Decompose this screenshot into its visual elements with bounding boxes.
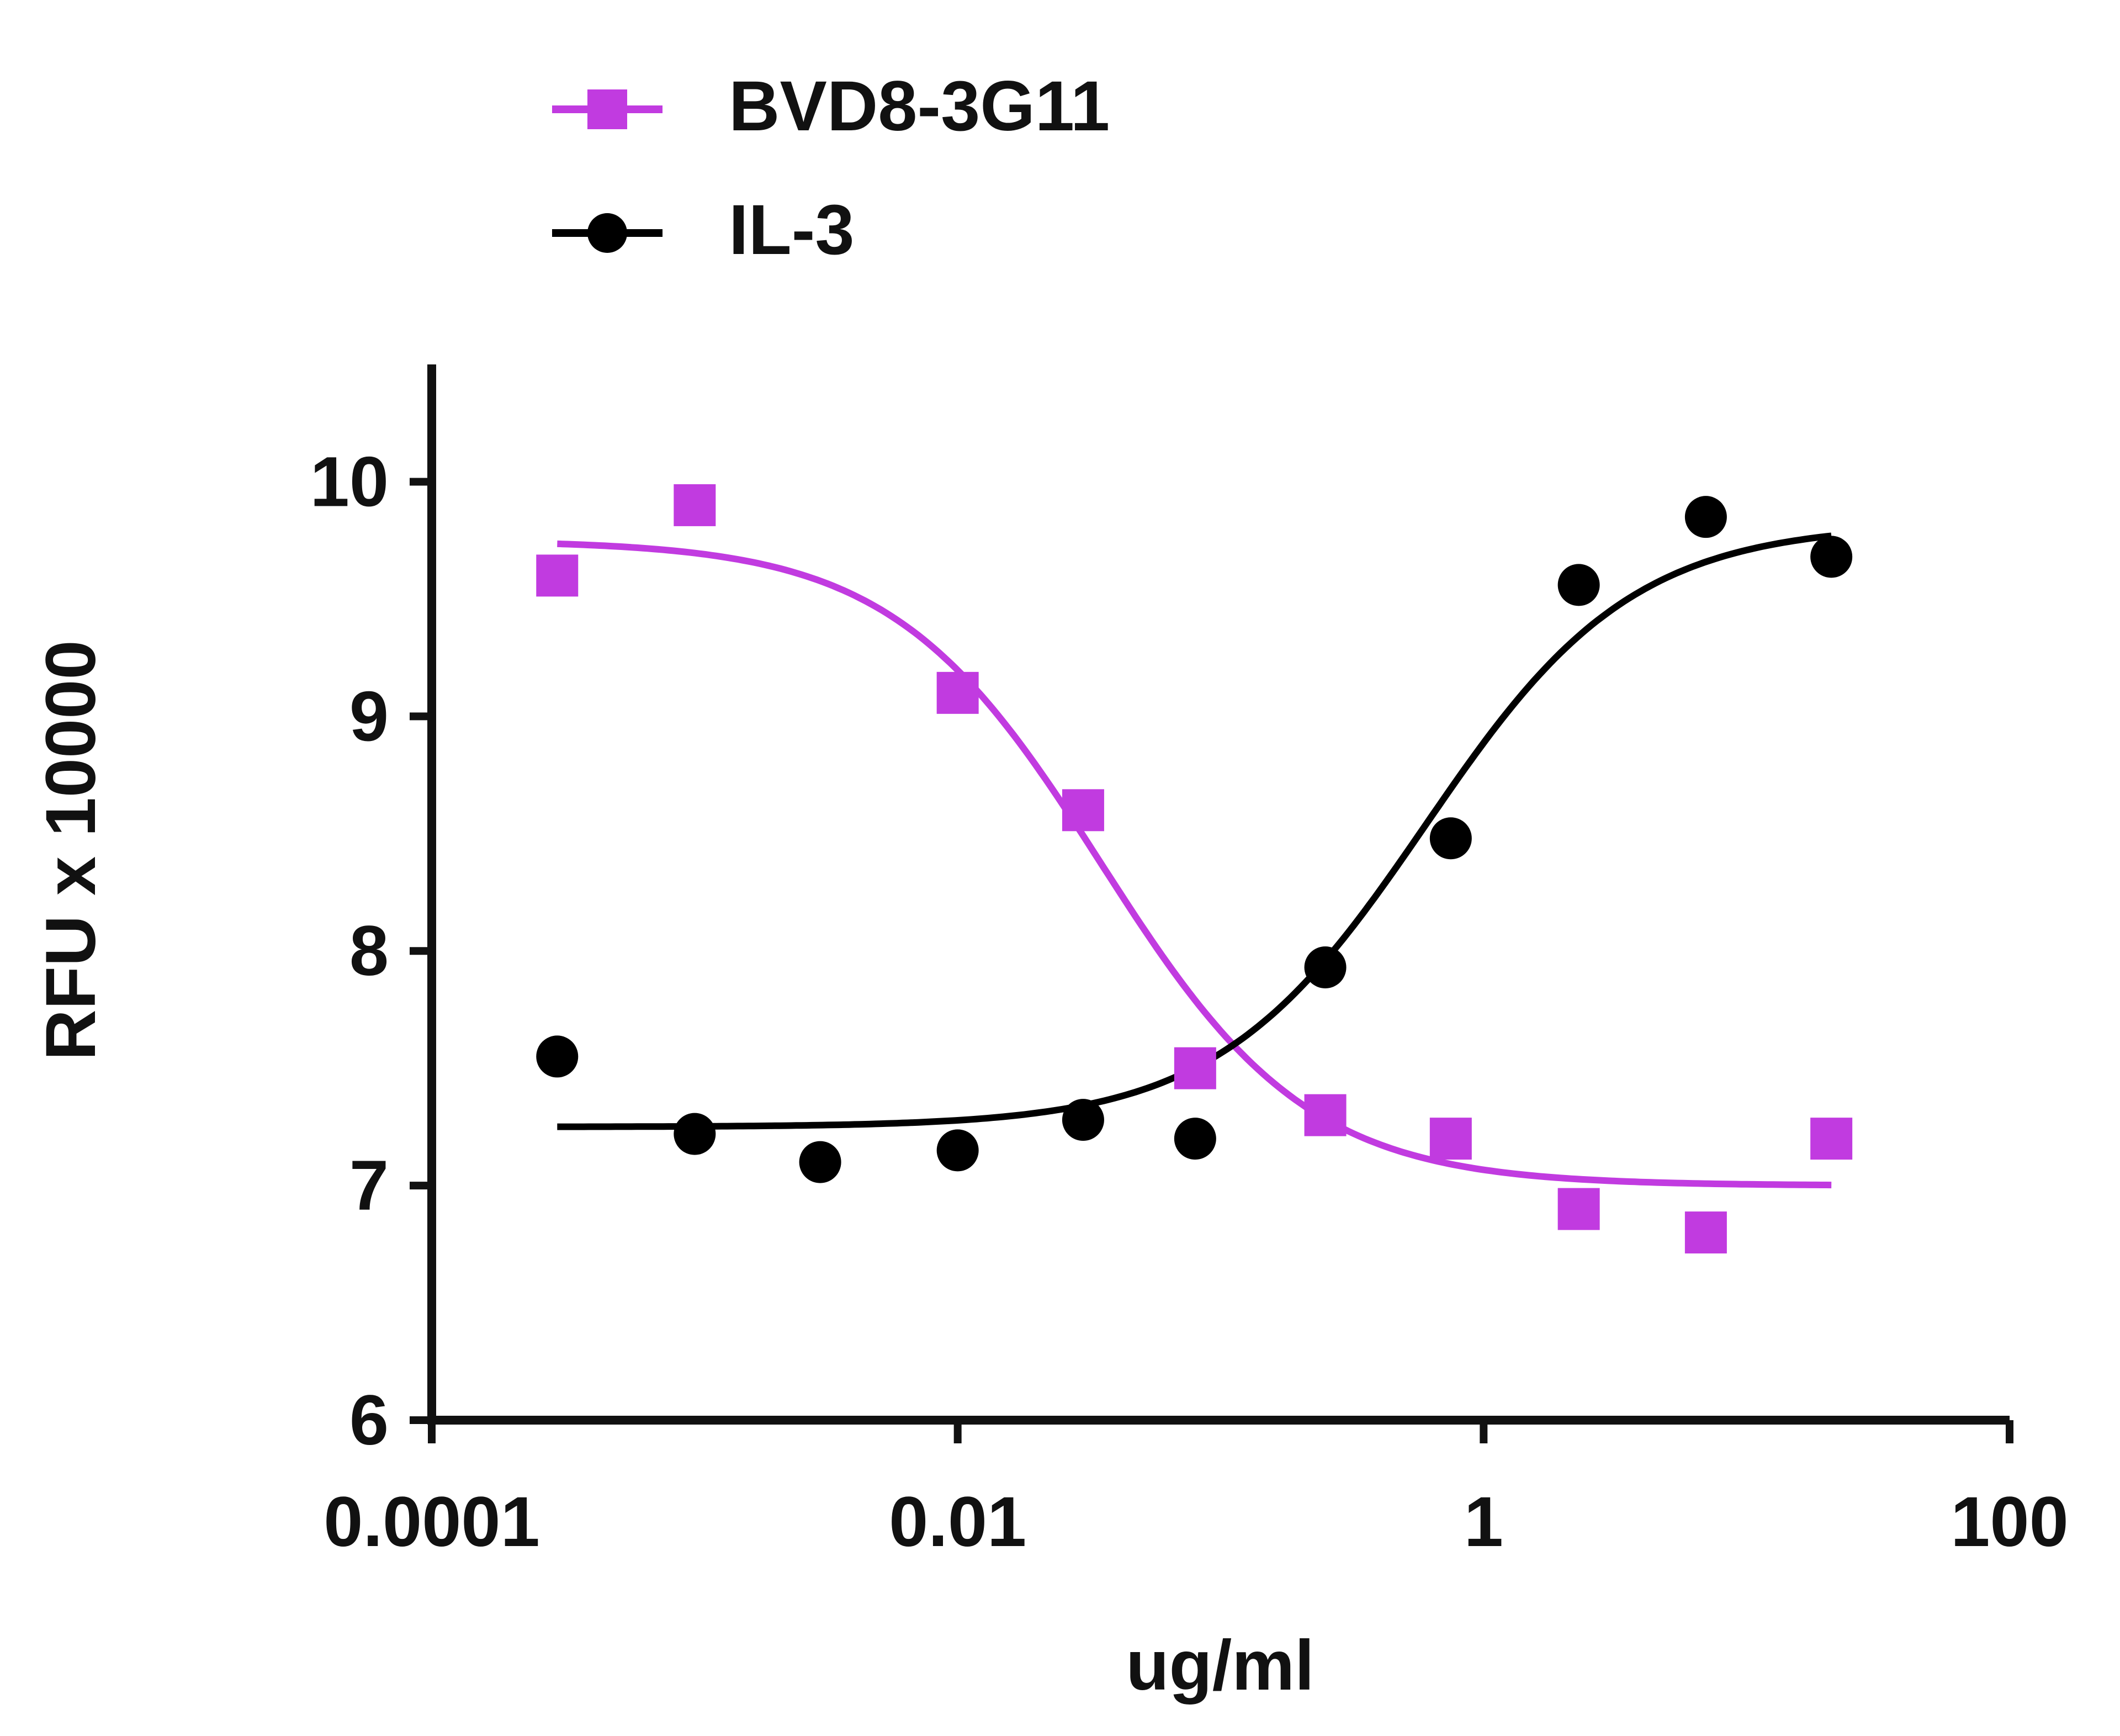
x-tick-label: 0.0001	[324, 1483, 540, 1562]
y-tick-label: 6	[349, 1381, 389, 1460]
data-point-bvd8-3g11	[1810, 1118, 1853, 1160]
fit-curve-bvd8-3g11	[557, 540, 1832, 1189]
legend-label-bvd8: BVD8-3G11	[729, 67, 1110, 146]
data-point-il-3	[1684, 496, 1727, 538]
data-points	[536, 484, 1853, 1254]
data-point-il-3	[1062, 1099, 1104, 1141]
data-point-il-3	[936, 1129, 979, 1172]
data-point-bvd8-3g11	[1304, 1094, 1347, 1136]
x-axis-label: ug/ml	[1126, 1626, 1314, 1705]
data-point-bvd8-3g11	[936, 671, 979, 714]
legend-label-il3: IL-3	[729, 190, 855, 269]
data-point-bvd8-3g11	[1174, 1047, 1216, 1089]
fit-curve-il-3	[557, 532, 1832, 1130]
x-ticks: 0.0001 0.01 1 100	[324, 1420, 2069, 1562]
x-tick-label: 0.01	[889, 1483, 1026, 1562]
data-point-il-3	[536, 1035, 579, 1078]
x-tick-label: 100	[1951, 1483, 2069, 1562]
data-point-il-3	[1557, 564, 1600, 606]
data-point-bvd8-3g11	[674, 484, 716, 526]
x-tick-label: 1	[1464, 1483, 1503, 1562]
data-point-il-3	[674, 1113, 716, 1155]
data-point-bvd8-3g11	[1429, 1118, 1472, 1160]
y-tick-label: 7	[349, 1146, 389, 1225]
data-point-il-3	[799, 1141, 841, 1183]
data-point-bvd8-3g11	[1557, 1188, 1600, 1230]
y-tick-label: 10	[310, 442, 389, 521]
data-point-il-3	[1304, 946, 1347, 988]
data-point-il-3	[1174, 1118, 1216, 1160]
y-axis-label: RFU x 10000	[31, 640, 110, 1060]
data-point-bvd8-3g11	[1062, 789, 1104, 832]
legend-marker-il3	[587, 213, 627, 253]
y-ticks: 6 7 8 9 10	[310, 442, 432, 1460]
data-point-bvd8-3g11	[536, 554, 579, 597]
data-point-bvd8-3g11	[1684, 1211, 1727, 1254]
axes	[427, 364, 2010, 1425]
data-point-il-3	[1810, 536, 1853, 578]
legend: BVD8-3G11 IL-3	[552, 67, 1110, 269]
y-tick-label: 9	[349, 677, 389, 756]
data-point-il-3	[1429, 817, 1472, 860]
legend-marker-bvd8	[587, 89, 627, 129]
y-tick-label: 8	[349, 912, 389, 991]
